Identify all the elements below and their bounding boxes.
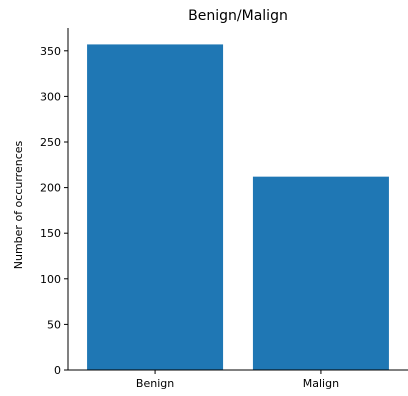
- y-tick-label: 200: [40, 182, 61, 195]
- x-axis-ticks: Benign Malign: [136, 370, 339, 390]
- bar-benign: [87, 44, 224, 370]
- axes-frame: [67, 28, 408, 371]
- y-axis-ticks: 0 50 100 150 200 250 300 350: [40, 45, 68, 377]
- x-tick-label: Benign: [136, 377, 174, 390]
- y-tick-label: 150: [40, 227, 61, 240]
- y-tick-label: 350: [40, 45, 61, 58]
- y-tick-label: 250: [40, 136, 61, 149]
- y-tick-label: 300: [40, 90, 61, 103]
- bar-malign: [252, 176, 389, 370]
- bars-group: [87, 44, 389, 370]
- x-tick-label: Malign: [303, 377, 339, 390]
- y-axis-label: Number of occurrences: [12, 140, 25, 269]
- chart-title: Benign/Malign: [188, 8, 288, 24]
- y-tick-label: 50: [47, 318, 61, 331]
- y-tick-label: 0: [54, 364, 61, 377]
- y-tick-label: 100: [40, 273, 61, 286]
